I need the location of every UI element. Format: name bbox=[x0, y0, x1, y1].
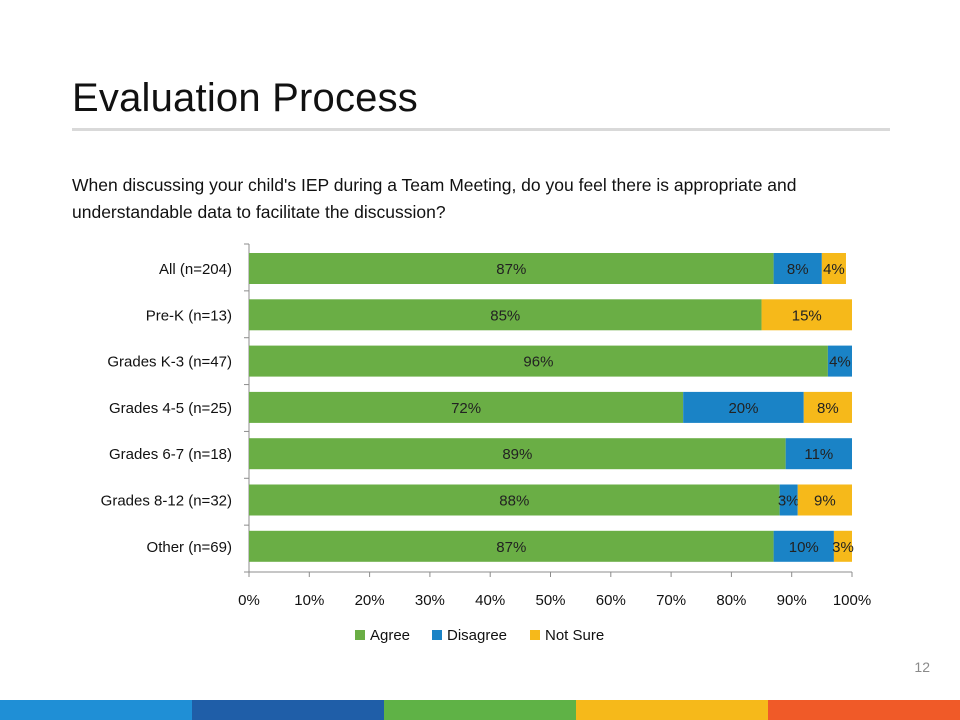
bar-segment-not-sure bbox=[821, 253, 846, 284]
data-label: 87% bbox=[496, 261, 526, 278]
legend-label: Disagree bbox=[447, 627, 507, 644]
x-tick-label: 20% bbox=[355, 592, 385, 609]
bar-segment-disagree bbox=[779, 484, 798, 516]
bar-segment-agree bbox=[249, 345, 828, 377]
bar-segment-not-sure bbox=[803, 391, 852, 423]
category-label: All (n=204) bbox=[159, 261, 232, 278]
bar-segment-disagree bbox=[683, 391, 804, 423]
data-label: 3% bbox=[832, 539, 854, 556]
bar-segment-not-sure bbox=[761, 299, 852, 331]
bar-segment-not-sure bbox=[797, 484, 852, 516]
legend-swatch-disagree bbox=[432, 630, 442, 640]
bar-segment-agree bbox=[249, 391, 684, 423]
bar-segment-disagree bbox=[773, 530, 834, 562]
data-label: 20% bbox=[728, 400, 758, 417]
bar-segment-disagree bbox=[773, 253, 822, 284]
bar-segment-agree bbox=[249, 253, 774, 284]
footer-color-bar bbox=[0, 700, 960, 720]
footer-segment-5 bbox=[768, 700, 960, 720]
x-tick-label: 10% bbox=[294, 592, 324, 609]
footer-segment-1 bbox=[0, 700, 192, 720]
footer-segment-3 bbox=[384, 700, 576, 720]
data-label: 88% bbox=[499, 493, 529, 510]
category-label: Grades 6-7 (n=18) bbox=[109, 446, 232, 463]
page-number: 12 bbox=[914, 659, 930, 675]
stacked-bar-chart: 0% 10% 20% 30% 40% 50% 60% 70% 80% 90% 100% All (n=… bbox=[101, 243, 871, 644]
category-label: Grades 8-12 (n=32) bbox=[101, 493, 232, 510]
legend-swatch-not-sure bbox=[530, 630, 540, 640]
data-label: 10% bbox=[789, 539, 819, 556]
data-label: 8% bbox=[817, 400, 839, 417]
data-label: 87% bbox=[496, 539, 526, 556]
bar-segment-agree bbox=[249, 299, 762, 331]
legend-swatch-agree bbox=[355, 630, 365, 640]
data-label: 85% bbox=[490, 307, 520, 324]
bar-segment-disagree bbox=[785, 438, 852, 470]
category-label: Pre-K (n=13) bbox=[146, 307, 232, 324]
x-tick-label: 70% bbox=[656, 592, 686, 609]
x-tick-label: 50% bbox=[535, 592, 565, 609]
category-label: Other (n=69) bbox=[147, 539, 232, 556]
footer-segment-4 bbox=[576, 700, 768, 720]
data-label: 72% bbox=[451, 400, 481, 417]
footer-segment-2 bbox=[192, 700, 384, 720]
bar-segment-not-sure bbox=[833, 530, 852, 562]
bar-segment-agree bbox=[249, 484, 780, 516]
x-tick-label: 60% bbox=[596, 592, 626, 609]
x-tick-label: 0% bbox=[238, 592, 260, 609]
category-label: Grades K-3 (n=47) bbox=[107, 354, 232, 371]
data-label: 11% bbox=[804, 446, 833, 463]
data-label: 4% bbox=[823, 261, 845, 278]
bar-segment-agree bbox=[249, 438, 786, 470]
title-divider bbox=[72, 128, 890, 131]
legend-label: Not Sure bbox=[545, 627, 604, 644]
bar-segment-disagree bbox=[827, 345, 852, 377]
data-label: 96% bbox=[523, 354, 553, 371]
bar-segment-agree bbox=[249, 530, 774, 562]
legend-label: Agree bbox=[370, 627, 410, 644]
data-label: 4% bbox=[829, 354, 851, 371]
x-tick-label: 100% bbox=[833, 592, 871, 609]
x-tick-label: 90% bbox=[777, 592, 807, 609]
data-label: 8% bbox=[787, 261, 809, 278]
data-label: 15% bbox=[792, 307, 822, 324]
category-label: Grades 4-5 (n=25) bbox=[109, 400, 232, 417]
x-tick-label: 80% bbox=[716, 592, 746, 609]
x-tick-label: 30% bbox=[415, 592, 445, 609]
data-label: 89% bbox=[502, 446, 532, 463]
slide-title: Evaluation Process bbox=[72, 76, 419, 120]
x-tick-label: 40% bbox=[475, 592, 505, 609]
data-label: 3% bbox=[778, 493, 800, 510]
survey-question: When discussing your child's IEP during … bbox=[72, 175, 797, 222]
data-label: 9% bbox=[814, 493, 836, 510]
